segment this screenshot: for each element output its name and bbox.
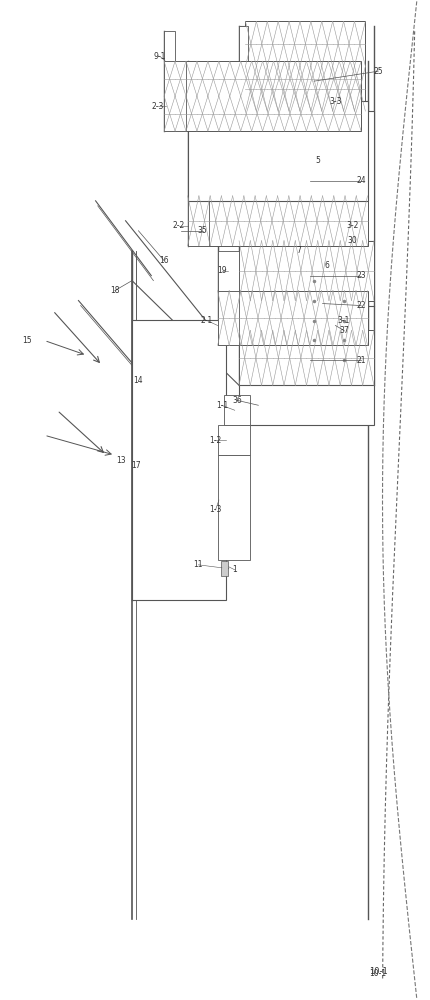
Bar — [220, 561, 228, 576]
Bar — [239, 241, 373, 301]
Bar — [187, 196, 367, 246]
Bar — [245, 21, 365, 111]
Text: 3-1: 3-1 — [337, 316, 349, 325]
Text: 21: 21 — [356, 356, 365, 365]
Text: 5: 5 — [315, 156, 320, 165]
Text: 17: 17 — [131, 461, 141, 470]
Bar — [217, 251, 239, 291]
Text: 14: 14 — [133, 376, 143, 385]
Text: 10-1: 10-1 — [368, 967, 387, 976]
Bar — [164, 31, 175, 61]
Bar — [239, 26, 247, 66]
Text: 11: 11 — [193, 560, 203, 569]
Bar — [217, 425, 249, 455]
Bar — [239, 385, 373, 425]
Bar — [132, 320, 226, 600]
Text: 24: 24 — [356, 176, 365, 185]
Bar — [239, 111, 373, 241]
Text: 1: 1 — [232, 565, 236, 574]
Bar — [217, 291, 367, 345]
Bar — [217, 455, 249, 560]
Bar — [217, 291, 239, 345]
Text: 35: 35 — [197, 226, 207, 235]
Text: 16: 16 — [159, 256, 169, 265]
Bar — [224, 395, 249, 425]
Text: 37: 37 — [338, 326, 348, 335]
Text: 13: 13 — [116, 456, 126, 465]
Text: 30: 30 — [347, 236, 356, 245]
Text: 22: 22 — [356, 301, 365, 310]
Bar — [239, 330, 373, 385]
Text: 3-2: 3-2 — [346, 221, 358, 230]
Text: 2-1: 2-1 — [200, 316, 212, 325]
Text: 15: 15 — [22, 336, 32, 345]
Text: 25: 25 — [372, 67, 382, 76]
Text: 36: 36 — [231, 396, 241, 405]
Bar — [164, 61, 360, 131]
Text: 3-3: 3-3 — [329, 97, 341, 106]
Text: 10-1: 10-1 — [369, 969, 386, 978]
Text: 19: 19 — [217, 266, 226, 275]
Bar — [187, 101, 367, 201]
Text: 23: 23 — [356, 271, 365, 280]
Text: 2-2: 2-2 — [172, 221, 185, 230]
Text: 18: 18 — [110, 286, 120, 295]
Text: 6: 6 — [324, 261, 329, 270]
Bar — [164, 61, 185, 131]
Text: 1-3: 1-3 — [209, 505, 221, 514]
Text: 1-1: 1-1 — [215, 401, 227, 410]
Text: 9-1: 9-1 — [153, 52, 166, 61]
Text: 2-3: 2-3 — [151, 102, 163, 111]
Text: 1-2: 1-2 — [209, 436, 221, 445]
Bar — [187, 196, 209, 246]
Text: 7: 7 — [296, 246, 301, 255]
